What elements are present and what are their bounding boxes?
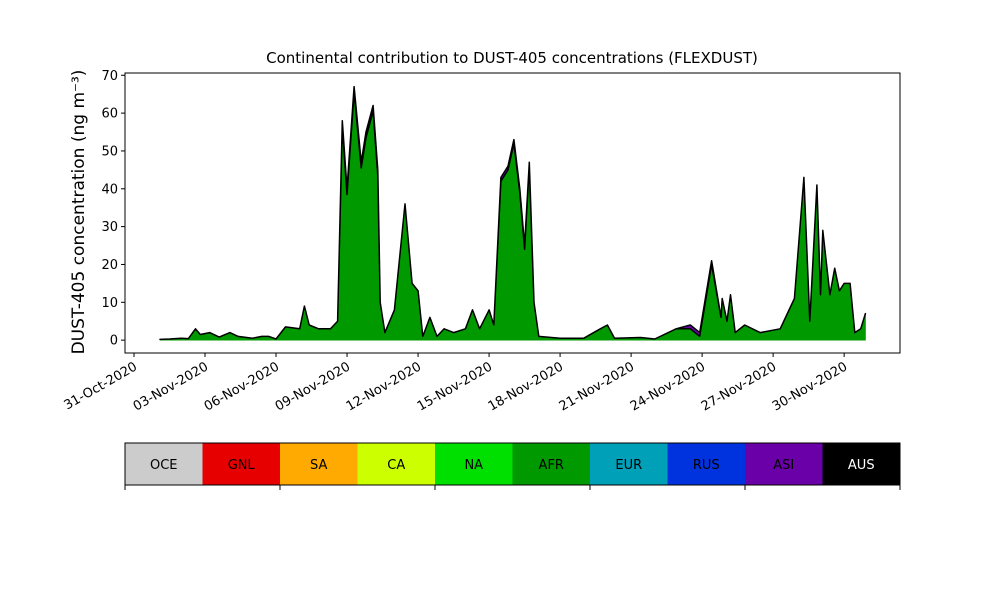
y-tick-label: 30 [101, 220, 118, 235]
x-tick-label: 21-Nov-2020 [557, 359, 637, 414]
colorbar-label: EUR [615, 458, 642, 473]
x-tick-label: 30-Nov-2020 [770, 359, 850, 414]
colorbar-swatch [822, 443, 900, 485]
colorbar-frame [124, 442, 901, 486]
colorbar-swatch [202, 443, 280, 485]
x-tick-label: 24-Nov-2020 [628, 359, 708, 414]
colorbar-swatch [590, 443, 668, 485]
y-tick-label: 40 [101, 182, 118, 197]
x-tick-label: 03-Nov-2020 [131, 359, 211, 414]
colorbar-swatch [357, 443, 435, 485]
colorbar-swatch [125, 443, 203, 485]
x-tick-label: 31-Oct-2020 [62, 359, 140, 413]
colorbar-label: SA [310, 458, 327, 473]
x-tick-label: 15-Nov-2020 [415, 359, 495, 414]
colorbar-label: AUS [848, 458, 875, 473]
y-axis-label: DUST-405 concentration (ng m⁻³) [69, 70, 89, 355]
colorbar-label: ASI [773, 458, 794, 473]
y-tick-label: 60 [101, 107, 118, 122]
colorbar-label: OCE [150, 458, 178, 473]
x-tick-label: 06-Nov-2020 [202, 359, 282, 414]
y-tick-label: 50 [101, 144, 118, 159]
plot-frame [124, 72, 901, 354]
colorbar-label: GNL [228, 458, 256, 473]
x-tick-label: 18-Nov-2020 [486, 359, 566, 414]
colorbar-swatch [512, 443, 590, 485]
area [159, 91, 866, 341]
y-tick-label: 20 [101, 258, 118, 273]
y-tick-label: 70 [101, 69, 118, 84]
colorbar-label: RUS [693, 458, 720, 473]
colorbar-label: CA [387, 458, 405, 473]
colorbar-swatch [280, 443, 358, 485]
area [159, 85, 867, 341]
x-tick-label: 27-Nov-2020 [699, 359, 779, 414]
x-tick-label: 09-Nov-2020 [273, 359, 353, 414]
y-tick-label: 0 [110, 334, 118, 349]
colorbar-swatch [435, 443, 513, 485]
colorbar-swatch [745, 443, 823, 485]
x-tick-label: 12-Nov-2020 [344, 359, 424, 414]
y-tick-label: 10 [101, 296, 118, 311]
colorbar-label: NA [464, 458, 483, 473]
chart-title: Continental contribution to DUST-405 con… [266, 49, 758, 67]
colorbar-swatch [667, 443, 745, 485]
colorbar-label: AFR [539, 458, 564, 473]
